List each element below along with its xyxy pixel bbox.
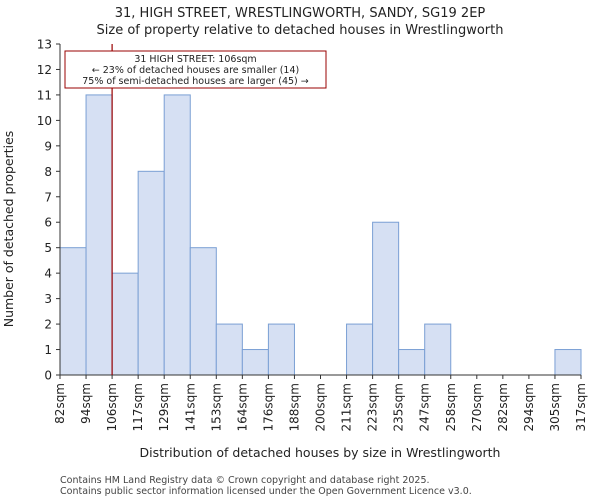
x-axis-label: Distribution of detached houses by size … <box>140 445 501 460</box>
x-tick-label: 247sqm <box>418 383 432 431</box>
x-tick-label: 82sqm <box>53 383 67 424</box>
y-tick-label: 2 <box>44 318 52 332</box>
y-tick-label: 13 <box>37 38 52 52</box>
bar-94sqm <box>85 94 113 376</box>
x-tick-label: 270sqm <box>470 383 484 431</box>
x-tick-label: 129sqm <box>157 383 171 431</box>
bar-82sqm <box>59 247 87 376</box>
bar-153sqm <box>215 323 243 376</box>
x-tick-label: 106sqm <box>105 383 119 431</box>
x-tick-label: 294sqm <box>522 383 536 431</box>
x-tick-label: 141sqm <box>183 383 197 431</box>
y-tick-label: 9 <box>44 139 52 153</box>
y-tick-label: 3 <box>44 292 52 306</box>
y-tick-label: 1 <box>44 343 52 357</box>
annotation-line-1: 31 HIGH STREET: 106sqm <box>134 54 256 65</box>
annotation-line-3: 75% of semi-detached houses are larger (… <box>82 76 309 87</box>
bar-211sqm <box>346 323 374 376</box>
y-tick-label: 0 <box>44 369 52 383</box>
x-tick-label: 235sqm <box>392 383 406 431</box>
bar-129sqm <box>163 94 191 376</box>
x-tick-label: 258sqm <box>444 383 458 431</box>
y-tick-label: 12 <box>37 63 52 77</box>
bar-235sqm <box>398 349 426 376</box>
y-tick-label: 10 <box>37 114 52 128</box>
footer-line-1: Contains HM Land Registry data © Crown c… <box>60 475 430 486</box>
x-tick-label: 317sqm <box>574 383 588 431</box>
bar-247sqm <box>424 323 452 376</box>
footer-line-2: Contains public sector information licen… <box>60 486 472 497</box>
y-tick-label: 11 <box>37 88 52 102</box>
x-tick-label: 223sqm <box>366 383 380 431</box>
y-tick-label: 8 <box>44 165 52 179</box>
chart-subtitle: Size of property relative to detached ho… <box>97 23 504 38</box>
y-tick-label: 6 <box>44 216 52 230</box>
x-tick-label: 176sqm <box>261 383 275 431</box>
y-tick-label: 5 <box>44 241 52 255</box>
y-axis-label: Number of detached properties <box>1 131 16 328</box>
bar-106sqm <box>111 272 139 376</box>
x-tick-label: 305sqm <box>548 383 562 431</box>
x-tick-label: 94sqm <box>79 383 93 424</box>
bar-305sqm <box>554 349 582 376</box>
x-tick-label: 200sqm <box>314 383 328 431</box>
x-tick-label: 164sqm <box>235 383 249 431</box>
bar-141sqm <box>189 247 217 376</box>
x-tick-label: 117sqm <box>131 383 145 431</box>
annotation-box <box>64 50 327 89</box>
bar-117sqm <box>137 170 165 376</box>
y-tick-label: 7 <box>44 190 52 204</box>
bar-176sqm <box>267 323 295 376</box>
bar-223sqm <box>372 221 400 376</box>
x-tick-label: 188sqm <box>287 383 301 431</box>
y-tick-label: 4 <box>44 267 52 281</box>
annotation-line-2: ← 23% of detached houses are smaller (14… <box>92 65 299 76</box>
x-tick-label: 282sqm <box>496 383 510 431</box>
bar-164sqm <box>241 349 269 376</box>
chart-title: 31, HIGH STREET, WRESTLINGWORTH, SANDY, … <box>115 6 486 21</box>
x-tick-label: 153sqm <box>209 383 223 431</box>
x-tick-label: 211sqm <box>340 383 354 431</box>
